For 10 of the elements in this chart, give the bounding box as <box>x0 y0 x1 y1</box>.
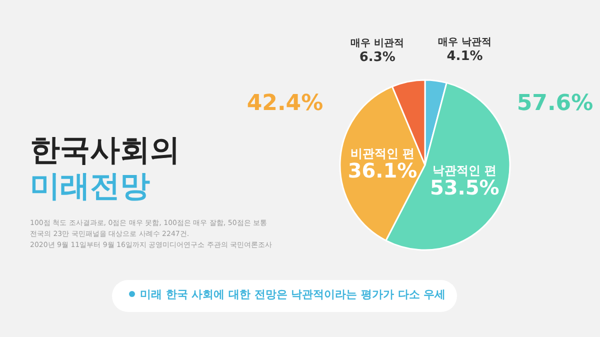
data-label: 4.1% <box>446 48 483 64</box>
text: 42.4% <box>246 91 324 116</box>
text: 미래 한국 사회에 대한 전망은 낙관적이라는 평가가 다소 우세 <box>140 288 446 301</box>
data-label: 6.3% <box>359 50 396 66</box>
slice-label: 매우 비관적 <box>350 38 404 50</box>
slice-label: 매우 낙관적 <box>438 36 492 48</box>
text: 한국사회의 미래전망 <box>30 133 180 204</box>
slice-label: 낙관적인 편 <box>432 163 497 178</box>
text: 57.6% <box>516 91 594 116</box>
slice-label: 비관적인 편 <box>350 146 415 160</box>
